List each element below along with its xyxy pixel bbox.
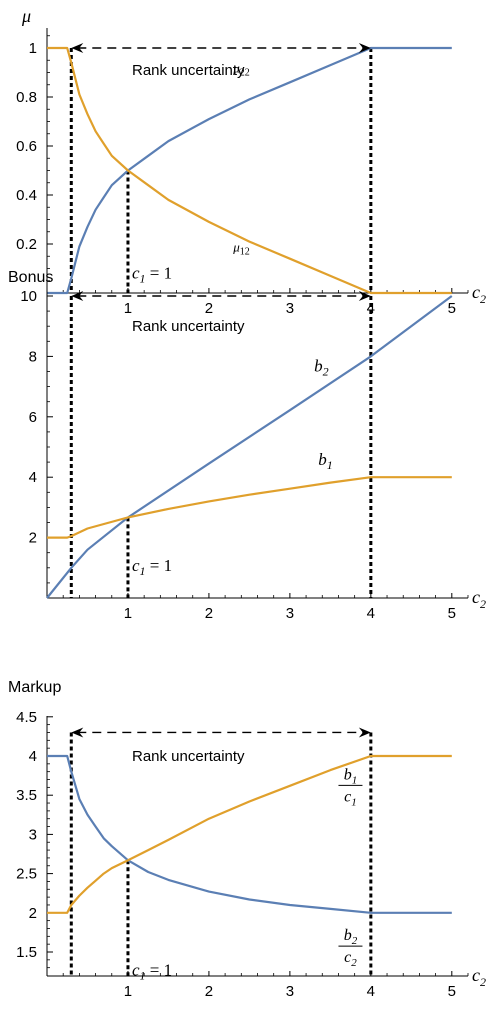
x-axis-label: c2 xyxy=(472,587,486,611)
range-arrow-head-left xyxy=(71,291,84,301)
y-tick-label: 3 xyxy=(29,826,37,843)
x-tick-label: 5 xyxy=(448,983,456,1000)
y-tick-label: 6 xyxy=(29,409,37,426)
x-tick-label: 3 xyxy=(286,300,294,317)
y-tick-label: 3.5 xyxy=(16,787,37,804)
c1-note: c1 = 1 xyxy=(132,556,172,578)
series-line-b1c1 xyxy=(47,754,452,914)
series-line-12 xyxy=(47,46,452,295)
y-tick-label: 0.2 xyxy=(16,236,37,253)
y-tick-label: 2 xyxy=(29,530,37,547)
series-line-b2c2 xyxy=(47,754,452,914)
x-tick-label: 2 xyxy=(205,300,213,317)
x-tick-label: 4 xyxy=(367,983,375,1000)
range-arrow-head-right xyxy=(358,727,371,738)
x-tick-label: 4 xyxy=(367,605,375,622)
panel-bonus: Bonus 1 2 3 4 5 c2 2 4 6 8 10 Rank uncertainty c1 = 1… xyxy=(8,269,486,622)
x-tick-label: 2 xyxy=(205,983,213,1000)
c1-note: c1 = 1 xyxy=(132,263,172,285)
series-line-b2 xyxy=(46,295,453,599)
x-tick-label: 5 xyxy=(448,300,456,317)
x-tick-label: 1 xyxy=(124,300,132,317)
x-tick-label: 3 xyxy=(286,983,294,1000)
x-axis-label: c2 xyxy=(472,282,486,306)
x-axis-label: c2 xyxy=(472,965,486,989)
c1-note: c1 = 1 xyxy=(132,961,172,983)
range-arrow-head-left xyxy=(71,727,84,738)
fraction-numerator: b2 xyxy=(344,927,358,947)
y-tick-label: 1 xyxy=(29,40,37,57)
x-tick-label: 2 xyxy=(205,605,213,622)
panel-title: μ xyxy=(21,6,31,26)
fraction-denominator: c2 xyxy=(344,949,357,969)
fraction-numerator: b1 xyxy=(344,766,358,786)
y-tick-label: 2.5 xyxy=(16,866,37,883)
range-label: Rank uncertainty xyxy=(132,62,245,79)
y-tick-label: 4.5 xyxy=(16,709,37,726)
y-tick-label: 8 xyxy=(29,348,37,365)
x-tick-label: 1 xyxy=(124,983,132,1000)
series-line-22 xyxy=(47,46,452,295)
range-arrow-head-right xyxy=(358,43,371,53)
fraction-denominator: c1 xyxy=(344,788,357,808)
series-line-b1 xyxy=(47,476,452,539)
y-tick-label: 10 xyxy=(20,288,37,305)
y-tick-label: 4 xyxy=(29,748,37,765)
x-tick-label: 4 xyxy=(367,300,375,317)
y-tick-label: 2 xyxy=(29,905,37,922)
series-label: b1 xyxy=(318,450,333,472)
y-tick-label: 0.6 xyxy=(16,138,37,155)
panel-title: Bonus xyxy=(8,269,53,286)
x-tick-label: 5 xyxy=(448,605,456,622)
range-arrow-head-right xyxy=(358,291,371,301)
x-tick-label: 3 xyxy=(286,605,294,622)
panel-markup: Markup 1 2 3 4 5 c2 1.5 2 2.5 3 3.5 4 4.5 Rank uncerta… xyxy=(8,679,486,1000)
y-tick-label: 4 xyxy=(29,469,37,486)
y-tick-label: 0.4 xyxy=(16,187,37,204)
range-arrow-head-left xyxy=(71,43,84,53)
range-label: Rank uncertainty xyxy=(132,318,245,335)
panel-title: Markup xyxy=(8,679,61,696)
series-label: b2 xyxy=(314,357,329,379)
range-label: Rank uncertainty xyxy=(132,748,245,765)
y-tick-label: 0.8 xyxy=(16,89,37,106)
x-tick-label: 1 xyxy=(124,605,132,622)
series-label: μ12 xyxy=(232,239,250,257)
y-tick-label: 1.5 xyxy=(16,944,37,961)
